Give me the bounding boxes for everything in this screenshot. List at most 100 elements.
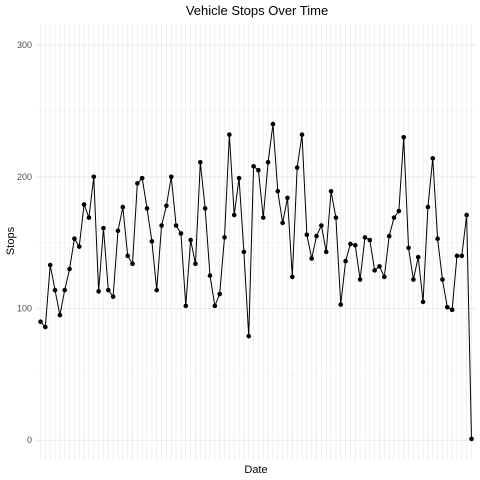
data-point [212, 303, 218, 309]
data-point [449, 307, 455, 313]
data-point [352, 242, 358, 248]
data-point [425, 204, 431, 210]
y-tick-label: 100 [17, 304, 32, 314]
data-point [304, 232, 310, 238]
data-point [406, 245, 411, 251]
data-point [202, 206, 208, 211]
data-point [96, 289, 101, 294]
data-point [236, 175, 242, 181]
data-point [285, 195, 290, 201]
data-point [396, 208, 402, 214]
data-point [120, 204, 126, 210]
data-point [154, 287, 160, 293]
data-point [294, 165, 300, 170]
data-point [246, 333, 252, 339]
data-point [440, 277, 445, 282]
data-point [52, 287, 58, 293]
data-point [260, 215, 266, 220]
data-point [144, 206, 150, 211]
data-point [67, 266, 72, 272]
data-point [91, 174, 97, 180]
data-point [76, 244, 82, 249]
data-point [367, 237, 373, 243]
data-point [348, 241, 353, 247]
data-point [377, 264, 382, 269]
data-point [43, 324, 48, 330]
data-point [168, 174, 174, 180]
data-point [391, 215, 397, 220]
data-point [401, 134, 407, 140]
data-point [86, 215, 92, 220]
data-point [173, 223, 179, 228]
data-point [323, 249, 329, 255]
data-point [62, 287, 68, 293]
data-point [411, 277, 416, 282]
data-point [270, 121, 276, 127]
chart-title: Vehicle Stops Over Time [186, 3, 328, 18]
data-point [386, 233, 392, 239]
data-point [333, 215, 339, 220]
data-point [227, 132, 232, 137]
data-point [222, 235, 227, 240]
y-tick-label: 200 [17, 172, 32, 182]
data-point [338, 302, 344, 307]
data-point [343, 258, 348, 264]
data-point [256, 167, 261, 173]
data-point [290, 274, 295, 280]
data-point [241, 249, 247, 255]
x-axis-title: Date [244, 464, 267, 476]
data-point [178, 231, 184, 236]
data-point [135, 181, 140, 186]
data-point [164, 203, 169, 209]
data-point [382, 274, 387, 280]
data-point [183, 303, 189, 309]
data-point [444, 304, 450, 310]
data-point [459, 253, 465, 259]
data-point [265, 160, 271, 165]
data-point [193, 261, 198, 267]
data-point [207, 273, 213, 278]
y-axis-tick-labels: 0 100 200 300 [17, 40, 32, 445]
y-tick-label: 0 [27, 435, 32, 445]
data-point [319, 223, 324, 228]
data-point [130, 261, 135, 267]
y-axis-title: Stops [5, 226, 17, 255]
data-point [115, 228, 121, 234]
data-point [105, 287, 111, 293]
data-point [57, 312, 63, 318]
minor-gridlines [36, 110, 476, 375]
data-point [280, 220, 285, 226]
data-point [415, 254, 421, 260]
data-point [328, 188, 334, 194]
data-point [435, 236, 440, 242]
data-point [198, 160, 203, 165]
data-point [159, 223, 164, 228]
data-point [314, 233, 319, 239]
data-point [149, 239, 155, 244]
data-point [125, 253, 130, 259]
data-point [299, 132, 305, 137]
data-point [139, 175, 145, 181]
data-point [420, 299, 426, 305]
data-point [430, 156, 436, 161]
data-point [362, 235, 368, 240]
data-point [72, 236, 77, 242]
data-point [357, 277, 363, 282]
data-point [251, 163, 256, 169]
data-point [188, 237, 193, 243]
data-point [38, 319, 43, 324]
data-point [110, 294, 116, 299]
data-point [231, 212, 237, 218]
series-layer [38, 121, 474, 442]
data-point [217, 291, 222, 297]
data-point [372, 268, 377, 273]
data-point [309, 256, 314, 261]
data-point [47, 262, 53, 268]
data-point [275, 188, 281, 194]
y-tick-label: 300 [17, 40, 32, 50]
data-point [81, 202, 87, 207]
data-point [469, 436, 474, 442]
data-point [454, 253, 460, 259]
